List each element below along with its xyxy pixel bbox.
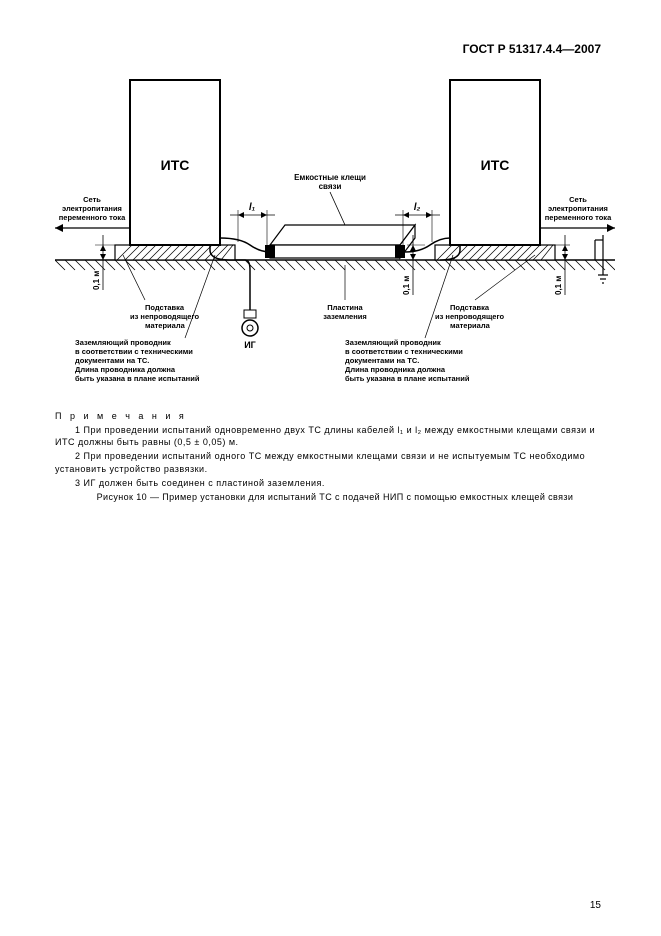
svg-text:Длина проводника должна: Длина проводника должна — [345, 365, 446, 374]
svg-text:Заземляющий проводник: Заземляющий проводник — [75, 338, 171, 347]
svg-text:в соответствии с техническими: в соответствии с техническими — [75, 347, 193, 356]
svg-text:Сеть: Сеть — [569, 195, 587, 204]
svg-text:0,1 м: 0,1 м — [92, 271, 101, 290]
svg-text:переменного тока: переменного тока — [59, 213, 126, 222]
svg-text:Подставка: Подставка — [450, 303, 490, 312]
svg-text:0,1 м: 0,1 м — [402, 276, 411, 295]
page-number: 15 — [590, 900, 601, 911]
svg-text:документами на ТС.: документами на ТС. — [75, 356, 149, 365]
note-2: 2 При проведении испытаний одного ТС меж… — [55, 450, 615, 474]
note-3: 3 ИГ должен быть соединен с пластиной за… — [55, 477, 615, 489]
svg-text:Подставка: Подставка — [145, 303, 185, 312]
svg-text:документами на ТС.: документами на ТС. — [345, 356, 419, 365]
svg-text:электропитания: электропитания — [62, 204, 122, 213]
notes-block: П р и м е ч а н и я 1 При проведении исп… — [55, 410, 615, 505]
test-setup-diagram: ИТС ИТС Емкостные клещи связи — [55, 70, 615, 390]
itc-left-label: ИТС — [161, 157, 190, 173]
svg-text:из непроводящего: из непроводящего — [435, 312, 504, 321]
svg-text:быть указана в плане испытаний: быть указана в плане испытаний — [75, 374, 200, 383]
itc-right-label: ИТС — [481, 157, 510, 173]
figure-caption: Рисунок 10 — Пример установки для испыта… — [55, 491, 615, 503]
svg-text:0,1 м: 0,1 м — [554, 276, 563, 295]
notes-title: П р и м е ч а н и я — [55, 410, 615, 422]
svg-text:Заземляющий проводник: Заземляющий проводник — [345, 338, 441, 347]
svg-text:Емкостные клещи: Емкостные клещи — [294, 173, 366, 182]
svg-text:быть указана в плане испытаний: быть указана в плане испытаний — [345, 374, 470, 383]
doc-header: ГОСТ Р 51317.4.4—2007 — [463, 42, 601, 56]
svg-text:из непроводящего: из непроводящего — [130, 312, 199, 321]
svg-text:материала: материала — [450, 321, 491, 330]
svg-text:в соответствии с техническими: в соответствии с техническими — [345, 347, 463, 356]
svg-text:Сеть: Сеть — [83, 195, 101, 204]
svg-text:l₁: l₁ — [249, 202, 256, 213]
svg-text:связи: связи — [319, 182, 342, 191]
svg-text:Пластина: Пластина — [327, 303, 363, 312]
svg-text:ИГ: ИГ — [244, 340, 256, 350]
svg-text:заземления: заземления — [323, 312, 367, 321]
note-1: 1 При проведении испытаний одновременно … — [55, 424, 615, 448]
svg-text:Длина проводника должна: Длина проводника должна — [75, 365, 176, 374]
svg-text:электропитания: электропитания — [548, 204, 608, 213]
svg-text:l₂: l₂ — [414, 202, 421, 213]
svg-text:материала: материала — [145, 321, 186, 330]
svg-text:переменного тока: переменного тока — [545, 213, 612, 222]
